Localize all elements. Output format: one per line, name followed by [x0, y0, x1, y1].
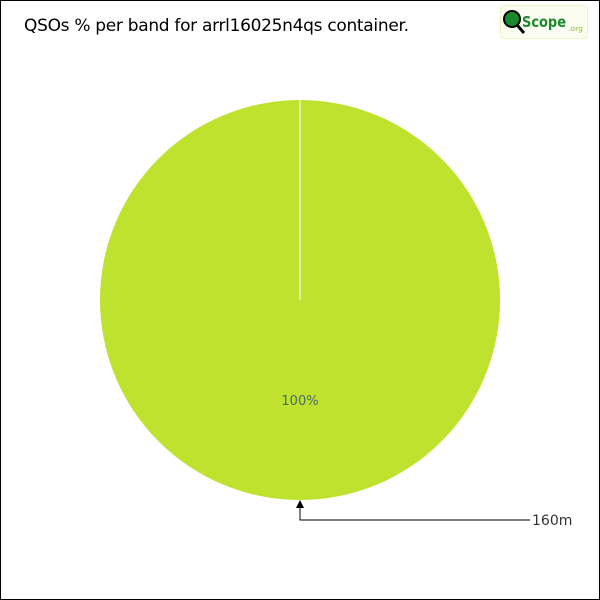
slice-label: 160m	[532, 513, 572, 529]
qslscope-logo-graphic: Scope .org	[503, 10, 583, 34]
chart-title: QSOs % per band for arrl16025n4qs contai…	[24, 16, 409, 36]
qslscope-logo[interactable]: Scope .org	[500, 5, 588, 39]
svg-text:.org: .org	[568, 25, 583, 33]
leader-line	[299, 508, 530, 521]
svg-text:Scope: Scope	[522, 13, 566, 31]
slice-percent-label: 100%	[281, 394, 318, 409]
leader-arrow-icon	[296, 500, 304, 508]
